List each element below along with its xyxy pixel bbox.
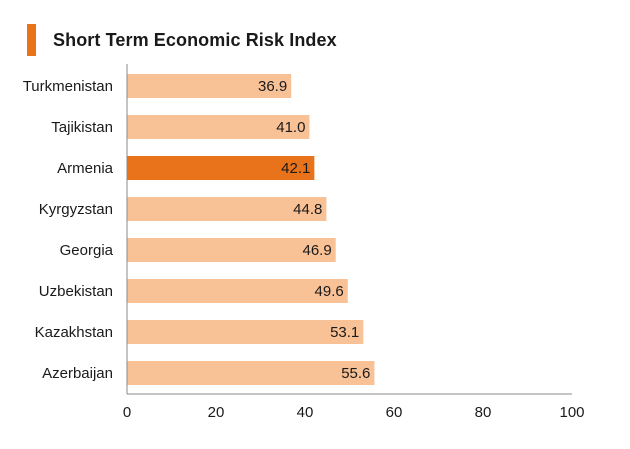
chart-title-block: Short Term Economic Risk Index (27, 24, 337, 56)
x-tick-label-80: 80 (475, 404, 492, 421)
bar-turkmenistan (127, 74, 292, 98)
x-tick-label-20: 20 (208, 404, 225, 421)
x-tick-label-0: 0 (123, 404, 131, 421)
value-label-armenia: 42.1 (281, 160, 310, 177)
bar-kazakhstan (127, 320, 364, 344)
category-label-azerbaijan: Azerbaijan (42, 365, 113, 382)
value-label-tajikistan: 41.0 (276, 119, 305, 136)
category-label-uzbekistan: Uzbekistan (39, 283, 113, 300)
title-accent-bar (27, 24, 36, 56)
category-label-kyrgyzstan: Kyrgyzstan (39, 201, 113, 218)
value-label-uzbekistan: 49.6 (315, 283, 344, 300)
bar-georgia (127, 238, 336, 262)
bar-tajikistan (127, 115, 310, 139)
value-label-azerbaijan: 55.6 (341, 365, 370, 382)
chart-title: Short Term Economic Risk Index (53, 29, 337, 50)
bar-armenia (127, 156, 315, 180)
category-label-turkmenistan: Turkmenistan (23, 78, 113, 95)
category-label-tajikistan: Tajikistan (51, 119, 113, 136)
bar-azerbaijan (127, 361, 375, 385)
bar-uzbekistan (127, 279, 348, 303)
value-label-kyrgyzstan: 44.8 (293, 201, 322, 218)
value-label-kazakhstan: 53.1 (330, 324, 359, 341)
category-label-kazakhstan: Kazakhstan (35, 324, 113, 341)
category-label-georgia: Georgia (60, 242, 114, 259)
value-label-turkmenistan: 36.9 (258, 78, 287, 95)
category-label-armenia: Armenia (57, 160, 114, 177)
bar-kyrgyzstan (127, 197, 327, 221)
x-tick-label-100: 100 (559, 404, 584, 421)
x-tick-label-60: 60 (386, 404, 403, 421)
x-tick-label-40: 40 (297, 404, 314, 421)
value-label-georgia: 46.9 (303, 242, 332, 259)
